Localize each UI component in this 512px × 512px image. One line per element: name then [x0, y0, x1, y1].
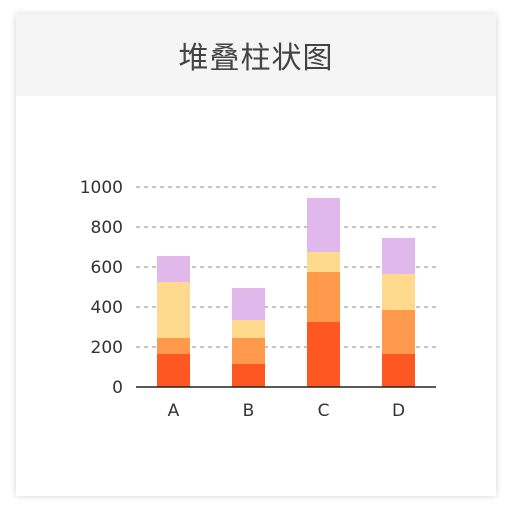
y-tick-label: 800 — [91, 218, 123, 238]
bar-segment — [307, 252, 340, 272]
y-tick-label: 400 — [91, 298, 123, 318]
bar-segment — [307, 272, 340, 322]
chart-card: 堆叠柱状图 0 200 400 600 800 1000 A B C D — [16, 14, 496, 496]
bar-segment — [232, 364, 265, 387]
bar-segment — [232, 338, 265, 364]
bar-segment — [382, 238, 415, 274]
bar-segment — [232, 320, 265, 338]
bar-segment — [157, 282, 190, 338]
x-tick-label: D — [392, 401, 405, 421]
bar-segment — [157, 338, 190, 354]
x-tick-label: C — [318, 401, 330, 421]
bar-segment — [307, 322, 340, 387]
x-tick-label: B — [243, 401, 255, 421]
y-tick-label: 1000 — [80, 178, 123, 198]
bar-segment — [157, 354, 190, 387]
y-tick-label: 200 — [91, 338, 123, 358]
chart-area: 0 200 400 600 800 1000 A B C D — [16, 96, 496, 496]
bar-segment — [382, 354, 415, 387]
chart-title: 堆叠柱状图 — [178, 41, 334, 76]
bar-segment — [382, 310, 415, 354]
y-tick-label: 0 — [112, 378, 123, 398]
card-header: 堆叠柱状图 — [16, 14, 496, 96]
bar-segment — [157, 256, 190, 282]
bar-segment — [307, 198, 340, 252]
bar-segment — [382, 274, 415, 310]
stacked-bar-chart: 0 200 400 600 800 1000 A B C D — [80, 178, 436, 421]
x-tick-label: A — [168, 401, 180, 421]
bar-segment — [232, 288, 265, 320]
y-tick-label: 600 — [91, 258, 123, 278]
